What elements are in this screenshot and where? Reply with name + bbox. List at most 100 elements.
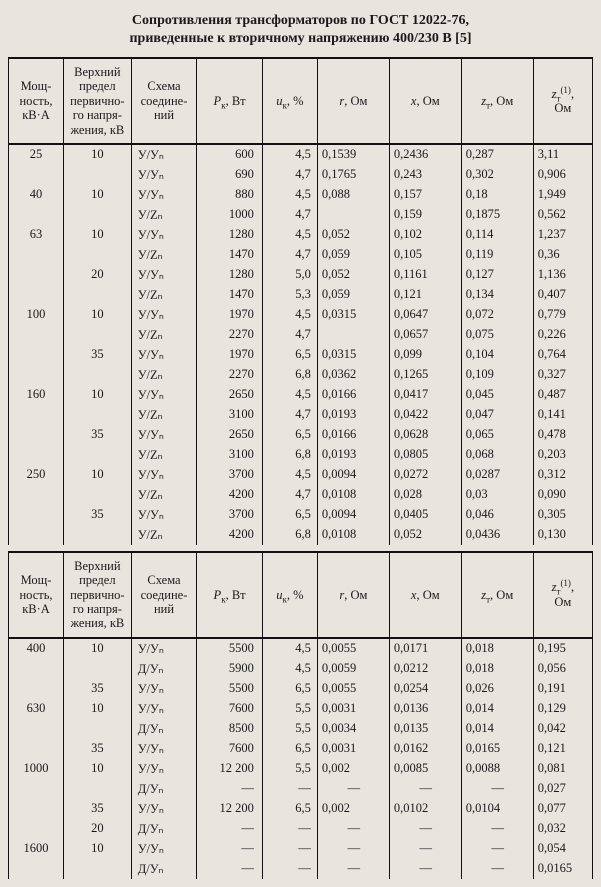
table-cell: — <box>461 839 533 859</box>
table-cell <box>64 719 132 739</box>
table-cell: У/Уₙ <box>131 739 197 759</box>
table-cell: У/Уₙ <box>131 165 197 185</box>
table-cell: 0,0272 <box>389 465 461 485</box>
column-header: x, Ом <box>389 58 461 144</box>
page-title: Сопротивления трансформаторов по ГОСТ 12… <box>28 12 573 47</box>
table-cell <box>64 659 132 679</box>
table-cell: — <box>317 779 389 799</box>
table-cell: 5,5 <box>262 699 317 719</box>
table-cell <box>64 485 132 505</box>
table-cell <box>317 205 389 225</box>
table-cell: 0,0628 <box>389 425 461 445</box>
table-cell: 0,059 <box>317 245 389 265</box>
column-header: zт(1),Ом <box>533 58 592 144</box>
table-cell: 250 <box>9 465 64 485</box>
table-cell <box>64 165 132 185</box>
table-cell: 1470 <box>197 245 263 265</box>
table-cell: 1970 <box>197 305 263 325</box>
column-header: uк, % <box>262 58 317 144</box>
table-cell: 0,134 <box>461 285 533 305</box>
table-cell: 0,287 <box>461 144 533 165</box>
table-body: 40010У/Уₙ55004,50,00550,01710,0180,195 Д/… <box>9 638 593 879</box>
table-cell: 0,03 <box>461 485 533 505</box>
table-cell: У/Zₙ <box>131 525 197 545</box>
table-cell: 0,099 <box>389 345 461 365</box>
table-cell: У/Уₙ <box>131 385 197 405</box>
table-cell: 0,0104 <box>461 799 533 819</box>
table-row: Д/Уₙ—————0,0165 <box>9 859 593 879</box>
table-cell: Д/Уₙ <box>131 819 197 839</box>
table-cell: 4,7 <box>262 245 317 265</box>
table-cell: У/Zₙ <box>131 285 197 305</box>
table-row: Д/Уₙ—————0,027 <box>9 779 593 799</box>
table-cell: 5500 <box>197 679 263 699</box>
table-cell: 63 <box>9 225 64 245</box>
table-cell: У/Уₙ <box>131 144 197 165</box>
table-cell <box>9 445 64 465</box>
column-header: uк, % <box>262 552 317 638</box>
table-row: 40010У/Уₙ55004,50,00550,01710,0180,195 <box>9 638 593 659</box>
column-header: r, Ом <box>317 58 389 144</box>
column-header: Мощ-ность,кВ·А <box>9 552 64 638</box>
table-row: 10010У/Уₙ19704,50,03150,06470,0720,779 <box>9 305 593 325</box>
table-cell: 0,18 <box>461 185 533 205</box>
table-cell: 0,487 <box>533 385 592 405</box>
column-header: zт(1),Ом <box>533 552 592 638</box>
table-row: Д/Уₙ85005,50,00340,01350,0140,042 <box>9 719 593 739</box>
table-row: 100010У/Уₙ12 2005,50,0020,00850,00880,08… <box>9 759 593 779</box>
table-cell: У/Zₙ <box>131 325 197 345</box>
table-row: У/Zₙ42006,80,01080,0520,04360,130 <box>9 525 593 545</box>
table-cell <box>9 285 64 305</box>
table-cell: У/Уₙ <box>131 305 197 325</box>
table-cell: 0,0162 <box>389 739 461 759</box>
table-cell: 3100 <box>197 405 263 425</box>
table-cell: 0,243 <box>389 165 461 185</box>
table-cell: 0,0657 <box>389 325 461 345</box>
table-cell: — <box>317 859 389 879</box>
table-cell: 7600 <box>197 699 263 719</box>
table-cell: 0,0165 <box>533 859 592 879</box>
table-cell: 0,0088 <box>461 759 533 779</box>
table-row: 2510У/Уₙ6004,50,15390,24360,2873,11 <box>9 144 593 165</box>
table-cell: 20 <box>64 819 132 839</box>
table-body: 2510У/Уₙ6004,50,15390,24360,2873,11У/Уₙ6… <box>9 144 593 545</box>
table-cell: 0,129 <box>533 699 592 719</box>
table-cell: 4,7 <box>262 485 317 505</box>
table-cell: 0,0135 <box>389 719 461 739</box>
table-cell <box>9 205 64 225</box>
table-cell: У/Zₙ <box>131 445 197 465</box>
table-cell: 0,054 <box>533 839 592 859</box>
table-row: 20У/Уₙ12805,00,0520,11610,1271,136 <box>9 265 593 285</box>
table-cell: У/Уₙ <box>131 185 197 205</box>
table-cell: 0,077 <box>533 799 592 819</box>
table-cell: 0,114 <box>461 225 533 245</box>
table-row: У/Zₙ22706,80,03620,12650,1090,327 <box>9 365 593 385</box>
column-header: Мощ-ность,кВ·А <box>9 58 64 144</box>
table-cell: 4,5 <box>262 659 317 679</box>
transformer-table-lower: Мощ-ность,кВ·АВерхнийпределпервично-го н… <box>8 551 593 879</box>
table-cell: — <box>461 819 533 839</box>
table-cell: 4200 <box>197 485 263 505</box>
table-cell: 35 <box>64 799 132 819</box>
table-cell <box>9 659 64 679</box>
table-cell: 0,042 <box>533 719 592 739</box>
table-cell: 3700 <box>197 505 263 525</box>
table-cell: 40 <box>9 185 64 205</box>
table-cell: 0,0059 <box>317 659 389 679</box>
table-cell: У/Zₙ <box>131 405 197 425</box>
table-cell: 0,1265 <box>389 365 461 385</box>
table-cell <box>9 345 64 365</box>
table-cell: У/Уₙ <box>131 759 197 779</box>
table-cell: 6,5 <box>262 679 317 699</box>
table-cell: У/Уₙ <box>131 638 197 659</box>
table-cell: У/Уₙ <box>131 505 197 525</box>
table-cell: 0,109 <box>461 365 533 385</box>
table-cell: 0,478 <box>533 425 592 445</box>
table-cell: 0,0254 <box>389 679 461 699</box>
table-cell <box>64 405 132 425</box>
table-cell: 35 <box>64 425 132 445</box>
column-header: x, Ом <box>389 552 461 638</box>
table-cell: 4,5 <box>262 185 317 205</box>
title-line1: Сопротивления трансформаторов по ГОСТ 12… <box>132 13 469 28</box>
table-cell: У/Уₙ <box>131 799 197 819</box>
